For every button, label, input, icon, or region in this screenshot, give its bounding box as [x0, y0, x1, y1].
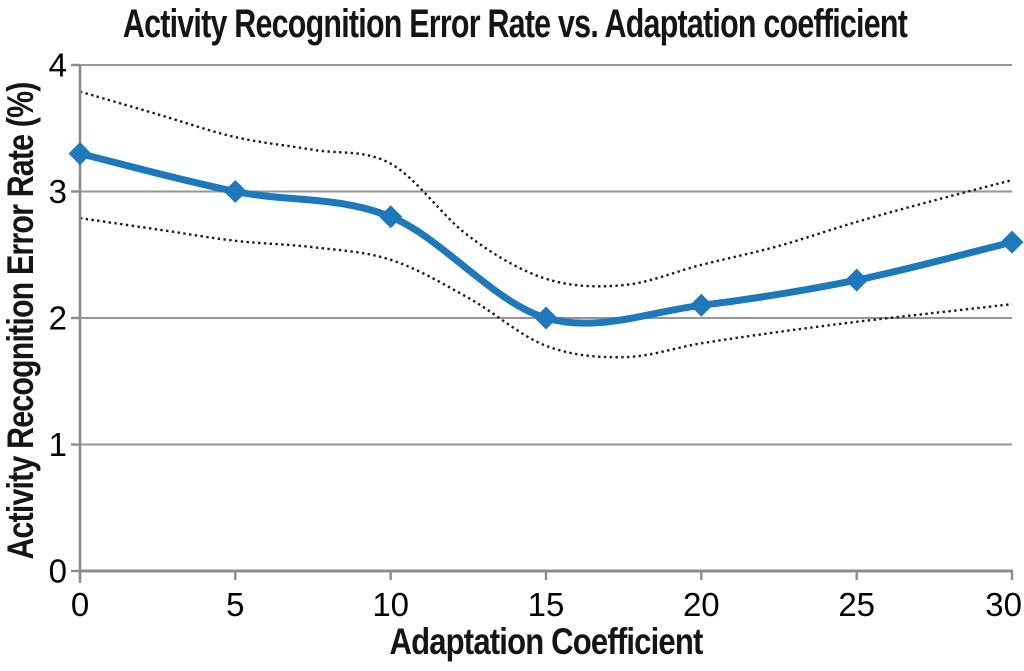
error-rate-marker-10 — [379, 205, 403, 229]
error-rate-marker-20 — [689, 293, 713, 317]
chart-title: Activity Recognition Error Rate vs. Adap… — [122, 2, 908, 46]
error-rate-marker-30 — [1000, 230, 1024, 254]
y-tick-label-2: 2 — [49, 300, 67, 337]
y-tick-label-4: 4 — [49, 47, 67, 84]
x-tick-label-30: 30 — [985, 586, 1022, 623]
x-tick-label-25: 25 — [838, 586, 875, 623]
y-tick-label-0: 0 — [49, 553, 67, 590]
lower-confidence-bound-line — [79, 216, 1013, 359]
x-tick-label-15: 15 — [528, 586, 565, 623]
x-tick-label-0: 0 — [71, 586, 89, 623]
error-rate-marker-15 — [534, 306, 558, 330]
y-tick-label-3: 3 — [49, 173, 67, 210]
upper-confidence-bound-line — [79, 90, 1013, 288]
error-rate-marker-25 — [845, 268, 869, 292]
error-rate-marker-0 — [68, 142, 92, 166]
y-tick-label-1: 1 — [49, 426, 67, 463]
x-tick-label-10: 10 — [372, 586, 409, 623]
error-rate-marker-5 — [223, 180, 247, 203]
x-axis-title: Adaptation Coefficient — [389, 621, 703, 662]
x-tick-label-5: 5 — [226, 586, 244, 623]
x-tick-label-20: 20 — [683, 586, 720, 623]
